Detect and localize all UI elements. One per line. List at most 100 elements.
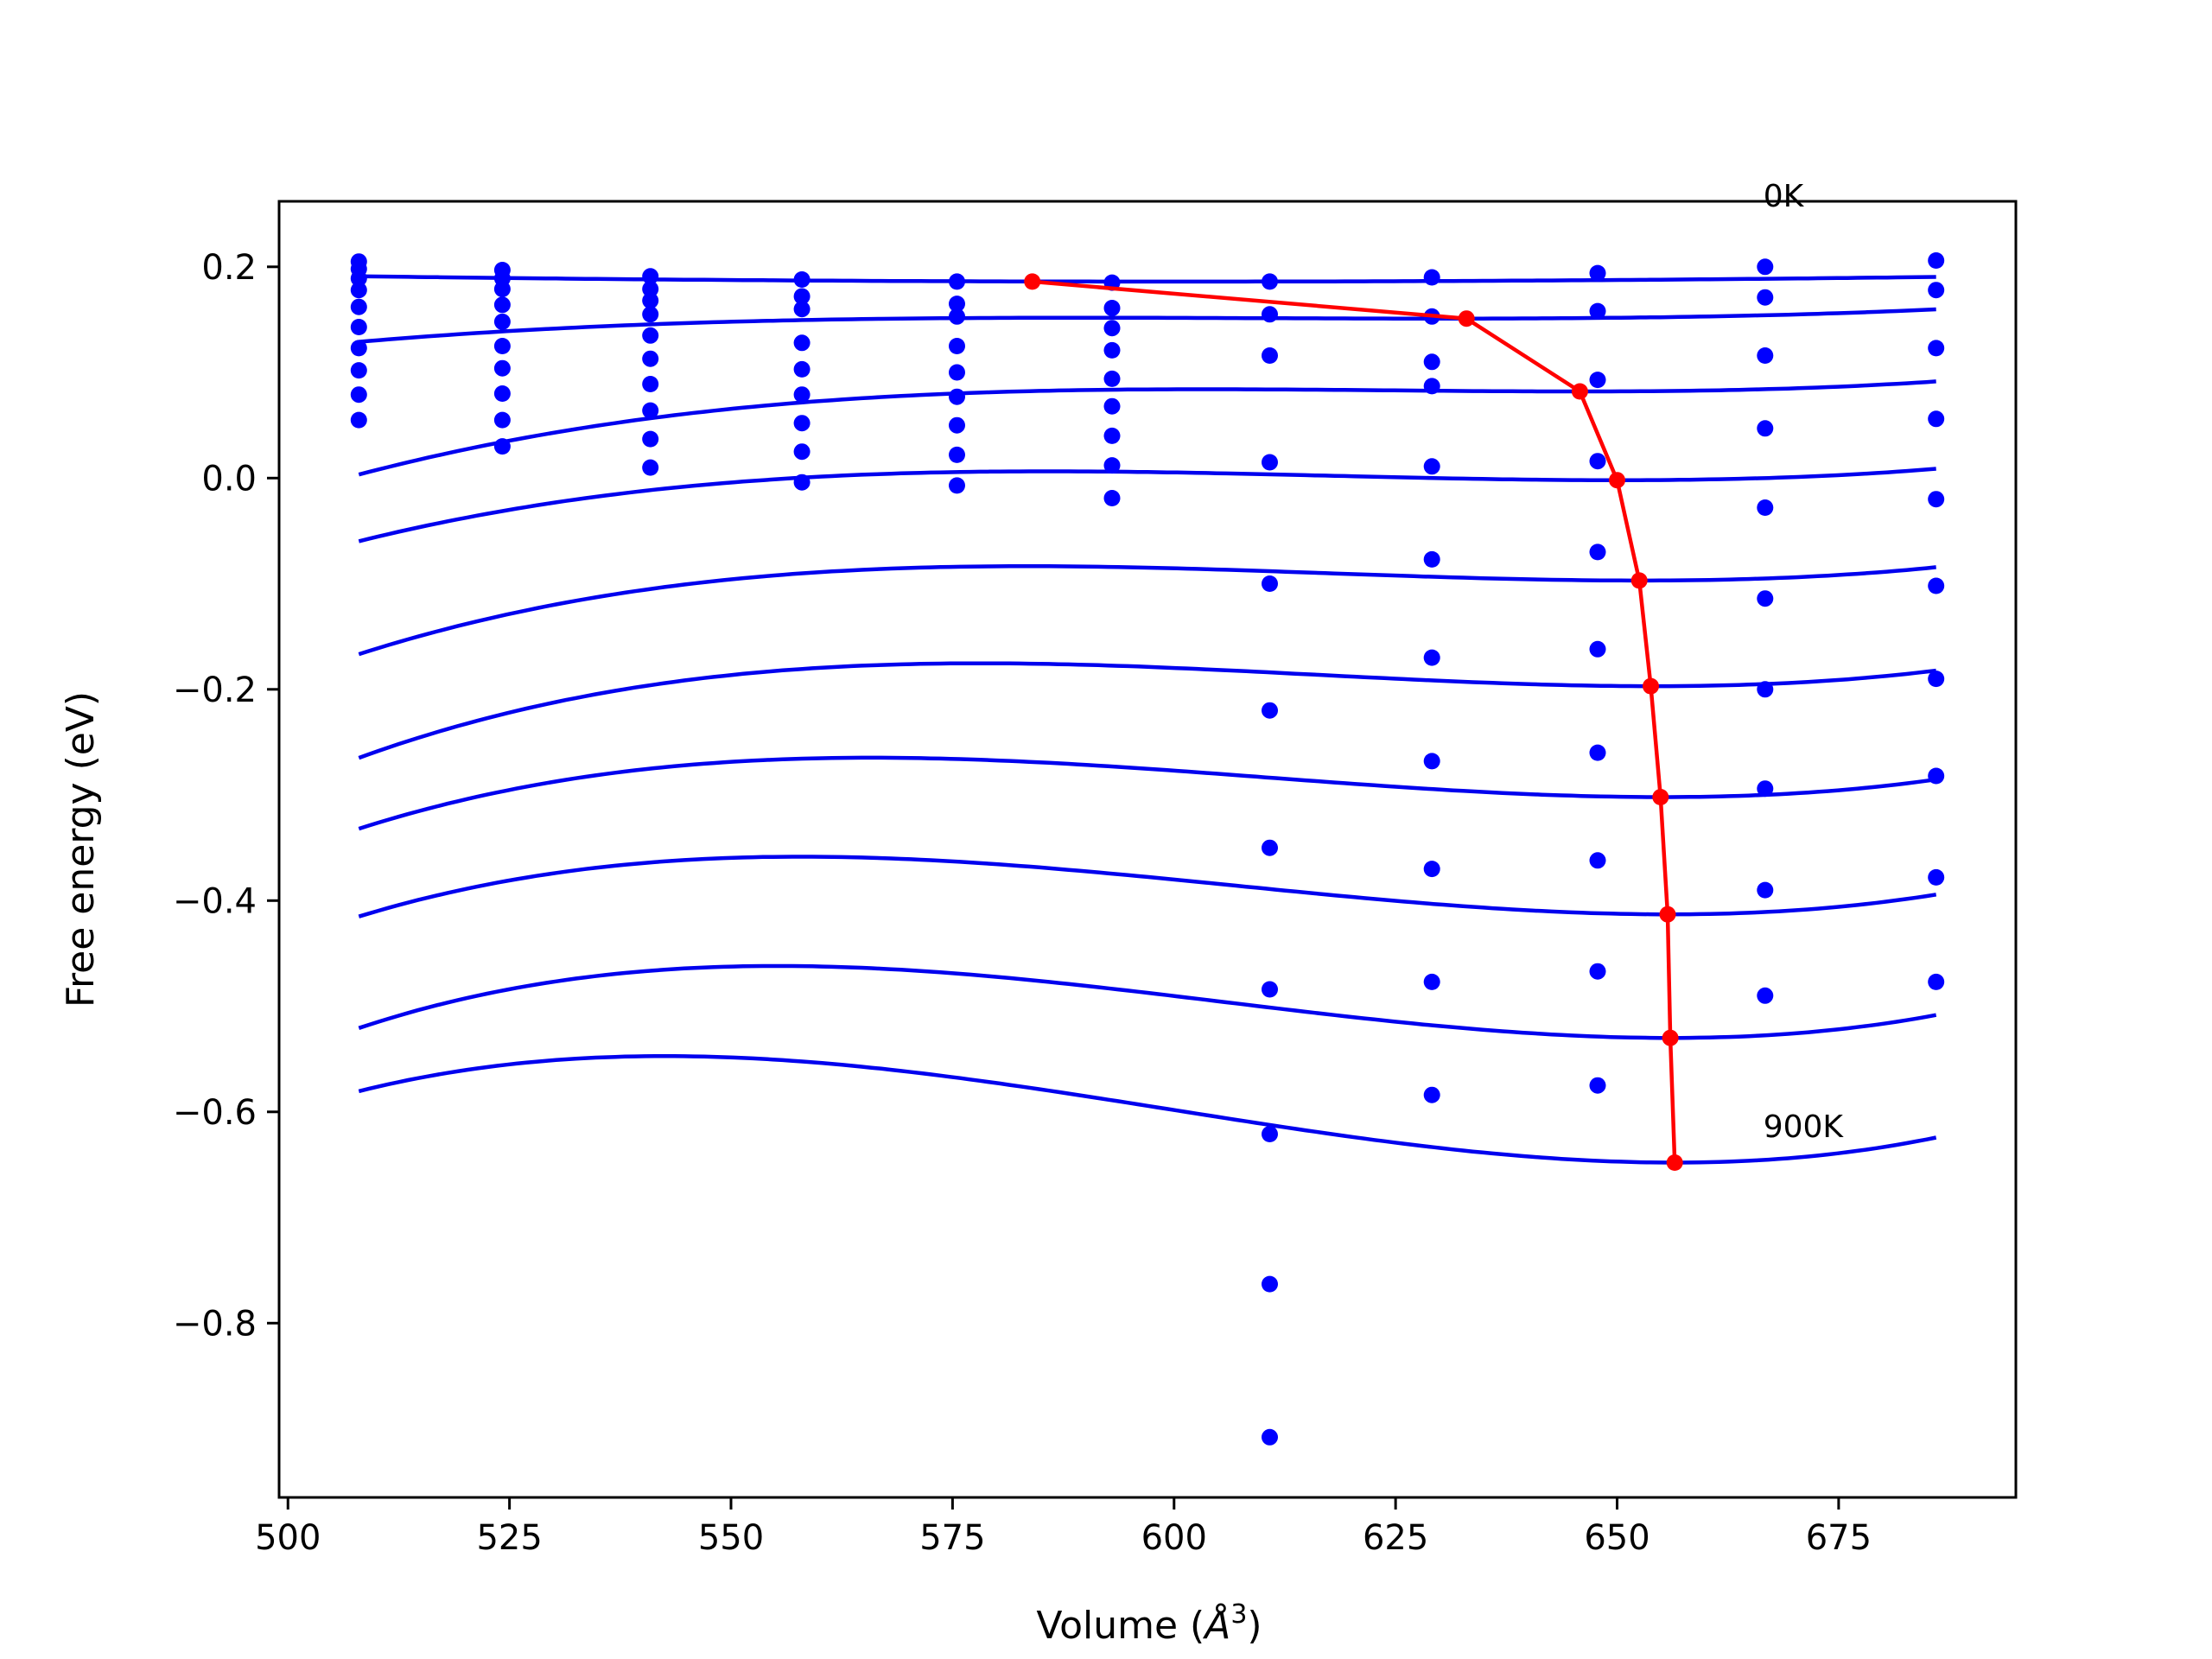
y-axis-ticks: 0.2 0.0 −0.2 −0.4 −0.6 −0.8 [173,248,279,1344]
data-point [949,273,965,290]
data-point [1423,649,1440,666]
data-point [1103,457,1121,474]
data-point [1757,987,1774,1004]
fit-curve-0 [359,274,1936,284]
x-axis-label: Volume (Å3) [1036,1599,1262,1648]
x-tick-label: 575 [919,1518,985,1558]
x-tick-label: 675 [1806,1518,1872,1558]
data-point [642,327,659,344]
minimum-point [1659,906,1676,923]
x-axis-label-unit: Å [1202,1602,1230,1648]
data-point [1103,341,1121,359]
data-point [949,296,965,313]
fit-curve-3 [358,467,1936,543]
minimum-point [1662,1029,1679,1046]
x-axis-label-close: ) [1247,1604,1262,1648]
y-tick-label: 0.2 [201,248,257,288]
data-point [949,338,965,354]
data-point [949,388,965,405]
annotation-label: 900K [1764,1109,1845,1145]
data-point [1262,575,1278,592]
plot-area [350,252,1945,1446]
data-point [949,308,965,325]
data-point [642,350,659,367]
data-point [1757,420,1774,437]
data-point [1757,347,1774,364]
x-tick-label: 650 [1584,1518,1649,1558]
data-point [493,438,511,455]
data-point [1103,427,1121,444]
data-point [350,319,367,335]
data-point [1262,347,1278,364]
minimum-point [1666,1154,1683,1171]
data-point [1262,1275,1278,1293]
y-tick-label: 0.0 [201,459,257,499]
data-point [1423,550,1440,568]
data-point [350,411,367,429]
data-point [1262,273,1278,290]
data-point [793,360,810,378]
data-point [1262,702,1278,719]
data-point [1757,881,1774,899]
data-point [350,362,367,379]
data-point [793,386,810,404]
data-point [350,298,367,315]
minimum-point [1609,472,1625,489]
data-point [1103,370,1121,387]
data-point [1589,1077,1606,1094]
fit-curve-4 [358,564,1936,657]
data-point [1928,410,1945,428]
data-point [1423,269,1440,286]
data-point [1262,839,1278,856]
fit-curve-6 [358,755,1936,831]
data-point [949,477,965,494]
minimum-point [1571,383,1588,400]
data-point [949,364,965,381]
data-point [949,446,965,463]
y-tick-label: −0.4 [173,881,257,921]
minimum-point [1652,789,1669,805]
data-point [493,385,511,402]
minimum-point [1458,310,1475,327]
data-point [642,430,659,448]
data-point [793,443,810,461]
plot-frame [277,200,2018,1499]
x-tick-label: 550 [698,1518,764,1558]
data-point [793,334,810,352]
x-tick-label: 625 [1363,1518,1428,1558]
y-axis-label: Free energy (eV) [59,691,103,1007]
data-point [1928,282,1945,299]
data-point [1757,590,1774,607]
data-point [350,282,367,299]
data-point [1262,1428,1278,1446]
data-point [350,270,367,287]
data-point [1423,753,1440,770]
data-point [793,288,810,305]
data-point [1262,454,1278,471]
x-axis-ticks: 500 525 550 575 600 625 650 675 [255,1497,1872,1558]
y-tick-label: −0.6 [173,1093,257,1133]
annotation-label: 0K [1764,179,1805,214]
fit-curve-2 [358,379,1936,477]
annotations: 0K 900K [1764,179,1845,1145]
data-point [1757,780,1774,798]
x-tick-label: 500 [255,1518,321,1558]
fit-curve-5 [358,661,1936,760]
data-point [642,459,659,476]
data-point [642,268,659,285]
data-point [1589,852,1606,869]
series-layer [350,252,1945,1446]
data-point [1103,490,1121,506]
data-point [642,376,659,392]
x-axis-label-text: Volume ( [1036,1604,1205,1648]
data-point [1262,981,1278,998]
data-point [1262,1126,1278,1142]
data-point [1103,300,1121,316]
data-point [1757,681,1774,698]
data-point [1928,577,1945,594]
data-point [493,296,511,314]
data-point [642,306,659,323]
data-point [793,271,810,288]
y-tick-label: −0.8 [173,1304,257,1344]
